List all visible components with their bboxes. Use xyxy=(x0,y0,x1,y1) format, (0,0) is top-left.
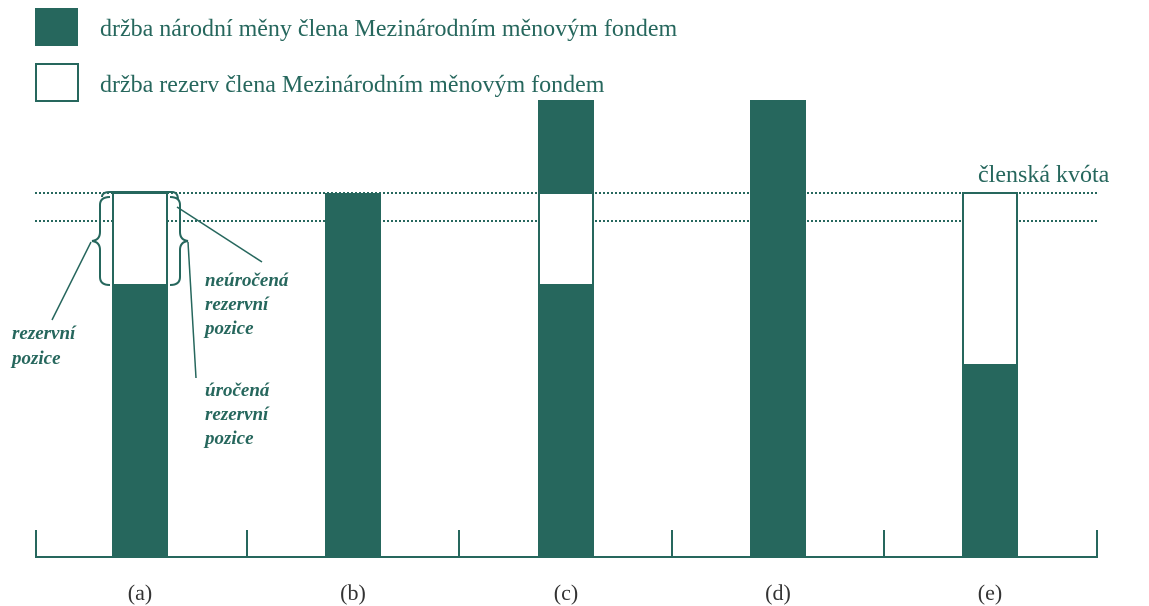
bar-dark xyxy=(750,100,806,557)
bar-white xyxy=(538,192,594,286)
brace xyxy=(169,196,189,286)
panel-label: (e) xyxy=(978,580,1002,605)
brace xyxy=(91,196,111,286)
annotation: rezervní xyxy=(205,404,270,425)
bar-white xyxy=(962,192,1018,366)
leader xyxy=(51,241,92,321)
panel-label: (c) xyxy=(554,580,578,605)
annotation: pozice xyxy=(10,348,61,369)
bar-dark xyxy=(538,285,594,557)
annotation: pozice xyxy=(203,428,254,449)
brace xyxy=(101,191,179,201)
bar-dark xyxy=(962,365,1018,557)
bar-dark xyxy=(325,193,381,557)
annotation: neúročená xyxy=(205,270,289,291)
annotation: rezervní xyxy=(12,323,77,344)
quota-label: členská kvóta xyxy=(978,162,1110,188)
legend-swatch-white xyxy=(35,63,79,102)
annotation: pozice xyxy=(203,318,254,339)
leader xyxy=(176,206,263,263)
annotation: rezervní xyxy=(205,294,270,315)
legend-label: držba národní měny člena Mezinárodním mě… xyxy=(100,16,677,42)
annotation: úročená xyxy=(205,380,270,401)
legend-label: držba rezerv člena Mezinárodním měnovým … xyxy=(100,72,605,98)
panel-label: (d) xyxy=(765,580,791,605)
leader xyxy=(187,241,197,379)
legend-swatch-dark xyxy=(35,8,78,46)
bar-white xyxy=(112,192,168,286)
panel-label: (a) xyxy=(128,580,152,605)
bar-dark xyxy=(538,100,594,193)
bar-dark xyxy=(112,285,168,557)
panel-label: (b) xyxy=(340,580,366,605)
